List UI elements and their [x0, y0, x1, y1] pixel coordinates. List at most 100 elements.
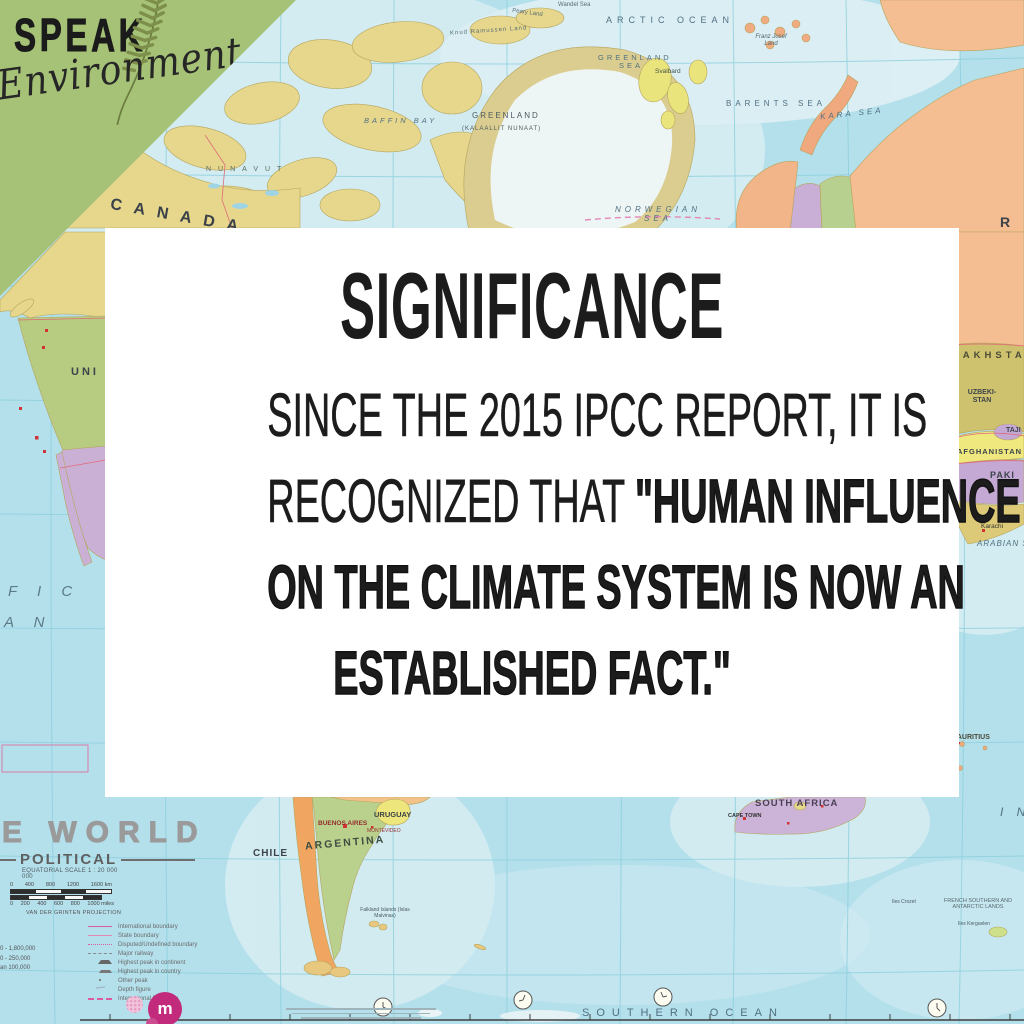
intl-boundary-icon — [88, 924, 112, 929]
state-boundary-icon — [88, 933, 112, 938]
label-svalbard: Svalbard — [655, 68, 681, 75]
label-mauritius: MAURITIUS — [951, 734, 990, 741]
label-barents-sea: BARENTS SEA — [726, 99, 827, 108]
legend-label: Highest peak in country — [118, 968, 181, 975]
quote-regular: SINCE THE 2015 IPCC REPORT, IT IS — [267, 381, 928, 450]
quote-line: RECOGNIZED THAT "HUMAN INFLUENCE — [267, 458, 1021, 544]
depth-figure-icon — [88, 986, 112, 992]
label-norwegian-sea: NORWEGIAN SEA — [614, 205, 702, 223]
label-arabian-sea: ARABIAN SEA — [977, 539, 1024, 548]
label-russia: R — [1000, 214, 1011, 230]
legend-row: Highest peak in country — [88, 967, 197, 976]
map-title-partial: E WORLD — [2, 816, 207, 850]
legend-row: International Date Line — [88, 994, 197, 1003]
label-southern-ocean: SOUTHERN OCEAN — [582, 1007, 784, 1019]
label-kazakhstan: ZAKHSTAN — [953, 350, 1024, 361]
quote-bold: ON THE CLIMATE SYSTEM IS NOW AN — [267, 552, 965, 621]
label-falklands: Falkland Islands (Islas Malvinas) — [360, 907, 410, 919]
label-montevideo: MONTEVIDEO — [367, 828, 401, 834]
clock-icons — [373, 987, 947, 1018]
quote-line: SINCE THE 2015 IPCC REPORT, IT IS — [267, 372, 927, 458]
legend-row: State boundary — [88, 931, 197, 940]
quote-line: ON THE CLIMATE SYSTEM IS NOW AN — [267, 544, 965, 630]
mile-tick: 1000 miles — [87, 901, 114, 907]
fineprint-line — [292, 1012, 430, 1014]
mile-tick: 0 — [10, 901, 14, 907]
fineprint-line — [286, 1008, 436, 1010]
legend-row: Highest peak in continent — [88, 958, 197, 967]
label-pacific-1: F I C — [8, 583, 81, 600]
km-tick: 0 — [10, 882, 14, 888]
scale-bar-km — [10, 889, 112, 894]
km-tick: 400 — [24, 882, 35, 888]
publisher-logo: m — [126, 988, 196, 1024]
logo-small-circle — [146, 1018, 158, 1024]
population-row: an 100,000 — [0, 965, 31, 971]
label-arctic-ocean: ARCTIC OCEAN — [606, 15, 735, 25]
label-wandel-sea: Wandel Sea — [558, 2, 591, 8]
fern-icon — [116, 0, 168, 125]
railway-icon — [88, 951, 112, 956]
quote-bold: ESTABLISHED FACT." — [333, 638, 731, 707]
legend-label: Depth figure — [118, 986, 151, 993]
population-row: 0 - 250,000 — [0, 955, 31, 962]
legend-row: International boundary — [88, 922, 197, 931]
label-cape-town: CAPE TOWN — [728, 813, 762, 819]
peak-country-icon — [88, 969, 112, 974]
km-tick: 1600 km — [90, 882, 112, 888]
km-tick: 1200 — [66, 882, 80, 888]
inset-box — [1, 744, 89, 773]
city-markers — [19, 329, 985, 829]
quote-text: SINCE THE 2015 IPCC REPORT, IT IS RECOGN… — [267, 372, 1021, 716]
miles-ticks: 0 200 400 600 800 1000 miles — [10, 901, 114, 907]
legend-label: Disputed/Undefined boundary — [118, 941, 198, 948]
population-legend: 0 - 1,800,000 0 - 250,000 an 100,000 — [0, 945, 35, 974]
fineprint-line — [301, 1017, 421, 1019]
rule-left — [0, 858, 16, 861]
km-ticks: 0 400 800 1200 1600 km — [10, 882, 112, 888]
label-karachi: Karachi — [981, 523, 1004, 530]
label-iles-kerguelen: Iles Kerguelen — [958, 921, 990, 927]
label-uzbekistan: UZBEKI-STAN — [967, 389, 997, 404]
scale-block: EQUATORIAL SCALE 1 : 20 000 000 0 400 80… — [10, 868, 130, 916]
date-line — [584, 216, 721, 221]
quote-line: ESTABLISHED FACT." — [267, 630, 796, 716]
label-afghanistan: AFGHANISTAN — [957, 447, 1023, 456]
card-title: SIGNIFICANCE — [339, 253, 724, 358]
map-subtitle-row: POLITICAL — [0, 851, 196, 868]
fineprint-lines — [286, 1008, 436, 1022]
legend-label: International Date Line — [118, 995, 179, 1002]
label-pakistan: PAKI — [990, 470, 1015, 480]
scale-bar-miles — [10, 895, 102, 900]
label-franz-josef: Franz Josef Land — [755, 34, 787, 47]
label-greenland: GREENLAND — [472, 111, 540, 120]
legend-label: International boundary — [118, 923, 178, 930]
legend-row: Disputed/Undefined boundary — [88, 940, 197, 949]
label-indian: I N — [1000, 805, 1024, 819]
label-tajikistan: TAJI — [1006, 427, 1021, 434]
quote-card: SIGNIFICANCE SINCE THE 2015 IPCC REPORT,… — [105, 228, 1021, 797]
legend-label: Major railway — [118, 950, 154, 957]
map-legend: International boundary State boundary Di… — [88, 922, 197, 1003]
equatorial-scale: EQUATORIAL SCALE 1 : 20 000 000 — [22, 868, 118, 880]
label-nunavut: NUNAVUT — [206, 166, 289, 173]
peak-continent-icon — [88, 960, 112, 965]
label-pacific-2: A N — [4, 614, 53, 631]
quote-bold: "HUMAN INFLUENCE — [634, 466, 1021, 535]
label-buenos-aires: BUENOS AIRES — [318, 820, 368, 827]
legend-row: Depth figure — [88, 985, 197, 994]
label-chile: CHILE — [253, 848, 288, 859]
date-line-icon — [88, 996, 112, 1001]
legend-label: State boundary — [118, 932, 159, 939]
label-south-africa: SOUTH AFRICA — [755, 798, 839, 809]
mile-tick: 600 — [53, 901, 64, 907]
mile-tick: 200 — [20, 901, 30, 907]
label-french-southern: FRENCH SOUTHERN AND ANTARCTIC LANDS — [943, 898, 1013, 911]
mile-tick: 400 — [37, 901, 47, 907]
mile-tick: 800 — [70, 901, 80, 907]
map-subtitle: POLITICAL — [20, 851, 118, 868]
brand-name: SPEAK — [14, 9, 147, 62]
other-peak-icon — [88, 978, 112, 983]
label-greenland-sea: GREENLAND SEA — [598, 53, 672, 71]
